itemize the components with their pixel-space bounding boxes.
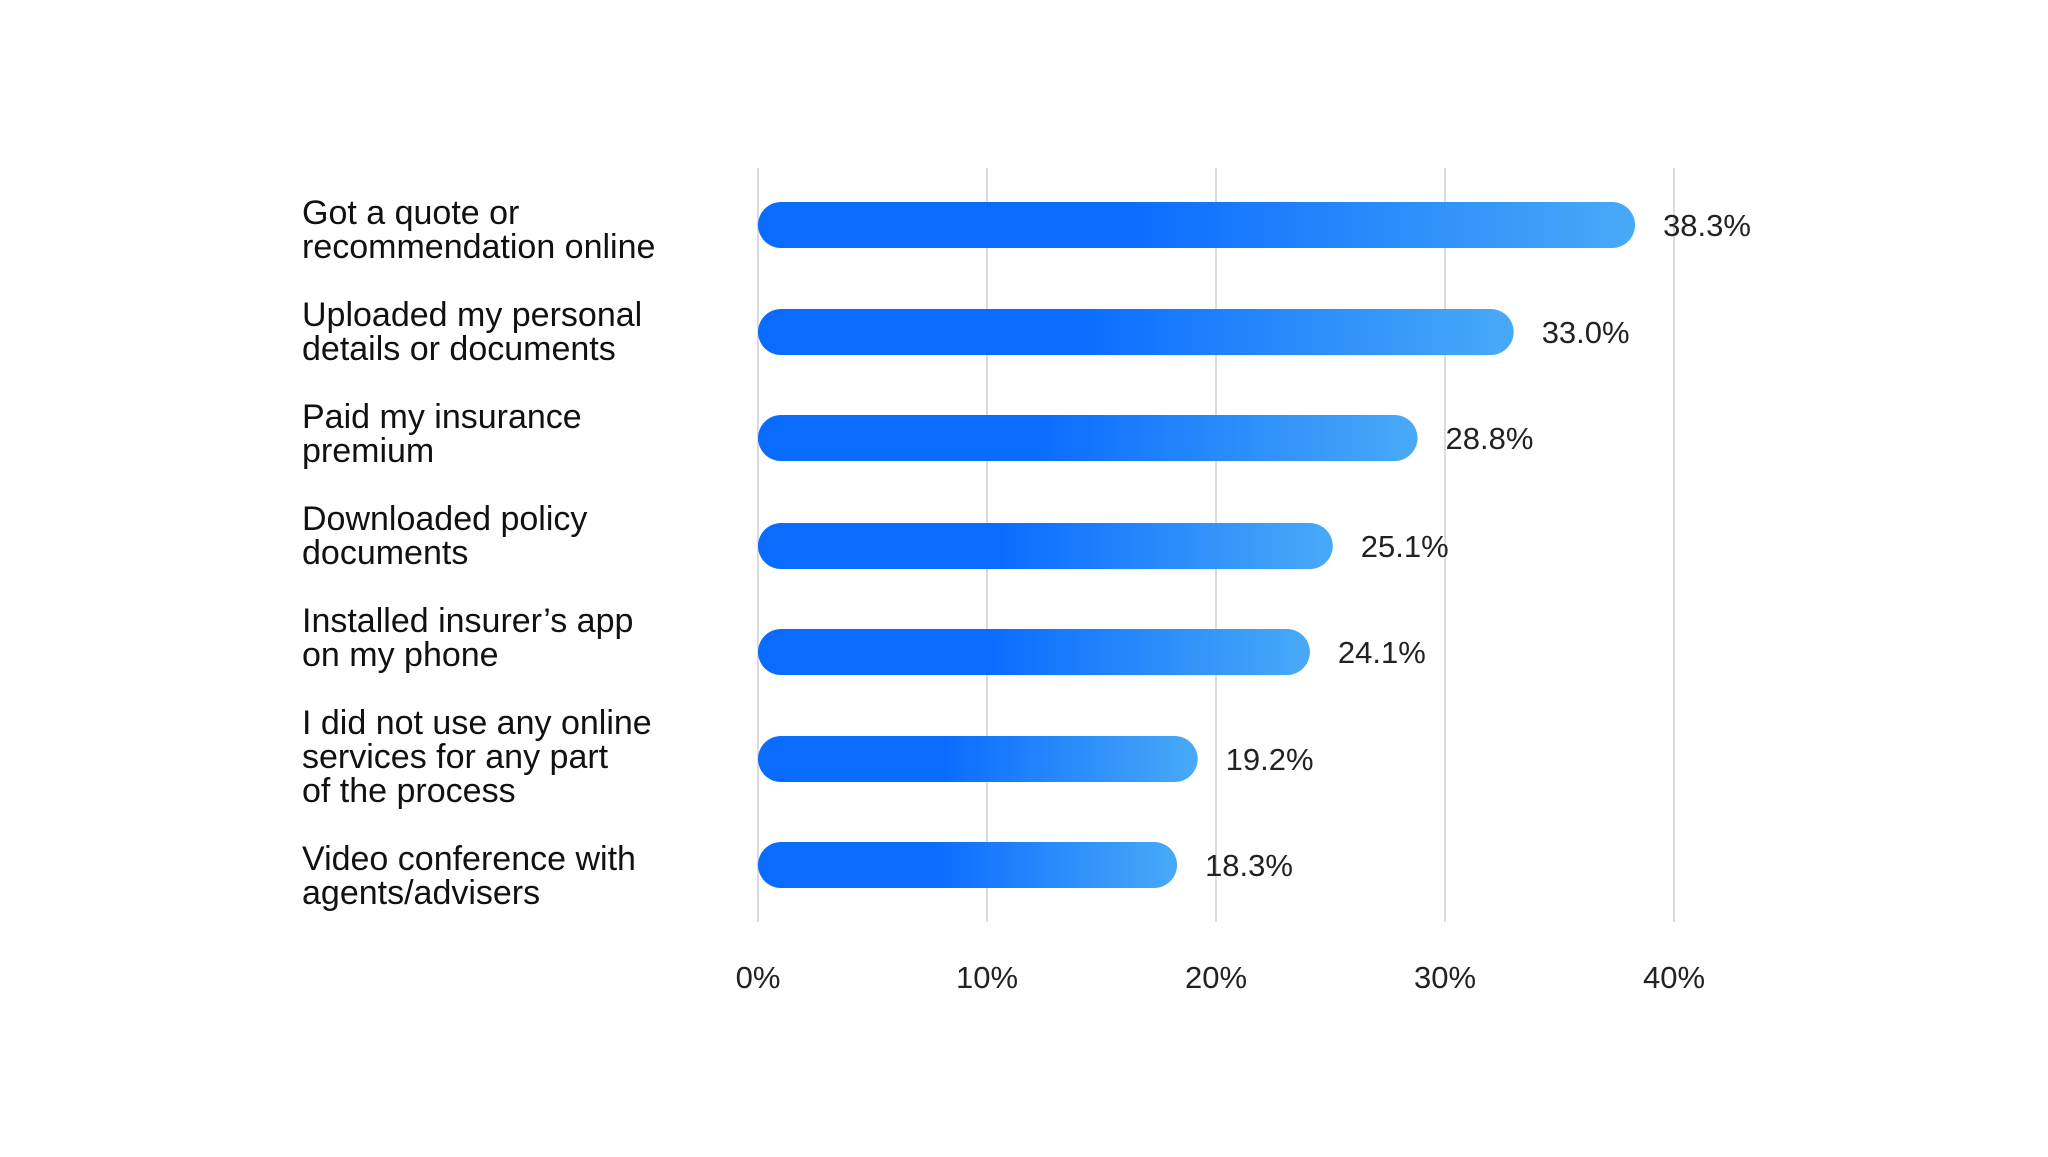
bar-4 [758,523,1333,569]
bars [758,202,1636,888]
bar-3 [758,415,1418,461]
x-axis-tick-labels: 0% 10% 20% 30% 40% [736,960,1705,995]
category-label-5: Installed insurer’s app on my phone [302,602,634,674]
value-label-3: 28.8% [1446,421,1534,456]
bar-2 [758,309,1514,355]
value-label-2: 33.0% [1542,315,1630,350]
value-label-1: 38.3% [1663,208,1751,243]
bar-5 [758,629,1310,675]
bar-6 [758,736,1198,782]
x-tick-label-10: 10% [956,960,1018,995]
x-tick-label-30: 30% [1414,960,1476,995]
x-tick-label-20: 20% [1185,960,1247,995]
x-tick-label-40: 40% [1643,960,1705,995]
category-label-4: Downloaded policy documents [302,500,588,572]
category-label-7: Video conference with agents/advisers [302,840,636,912]
value-label-6: 19.2% [1226,742,1314,777]
bar-1 [758,202,1636,248]
category-label-1: Got a quote or recommendation online [302,194,656,266]
bar-7 [758,842,1178,888]
value-labels: 38.3% 33.0% 28.8% 25.1% 24.1% 19.2% 18.3% [1205,208,1751,883]
category-label-6: I did not use any online services for an… [302,704,652,810]
category-label-2: Uploaded my personal details or document… [302,296,643,368]
value-label-7: 18.3% [1205,848,1293,883]
value-label-4: 25.1% [1361,529,1449,564]
x-tick-label-0: 0% [736,960,781,995]
category-label-3: Paid my insurance premium [302,398,582,470]
value-label-5: 24.1% [1338,635,1426,670]
